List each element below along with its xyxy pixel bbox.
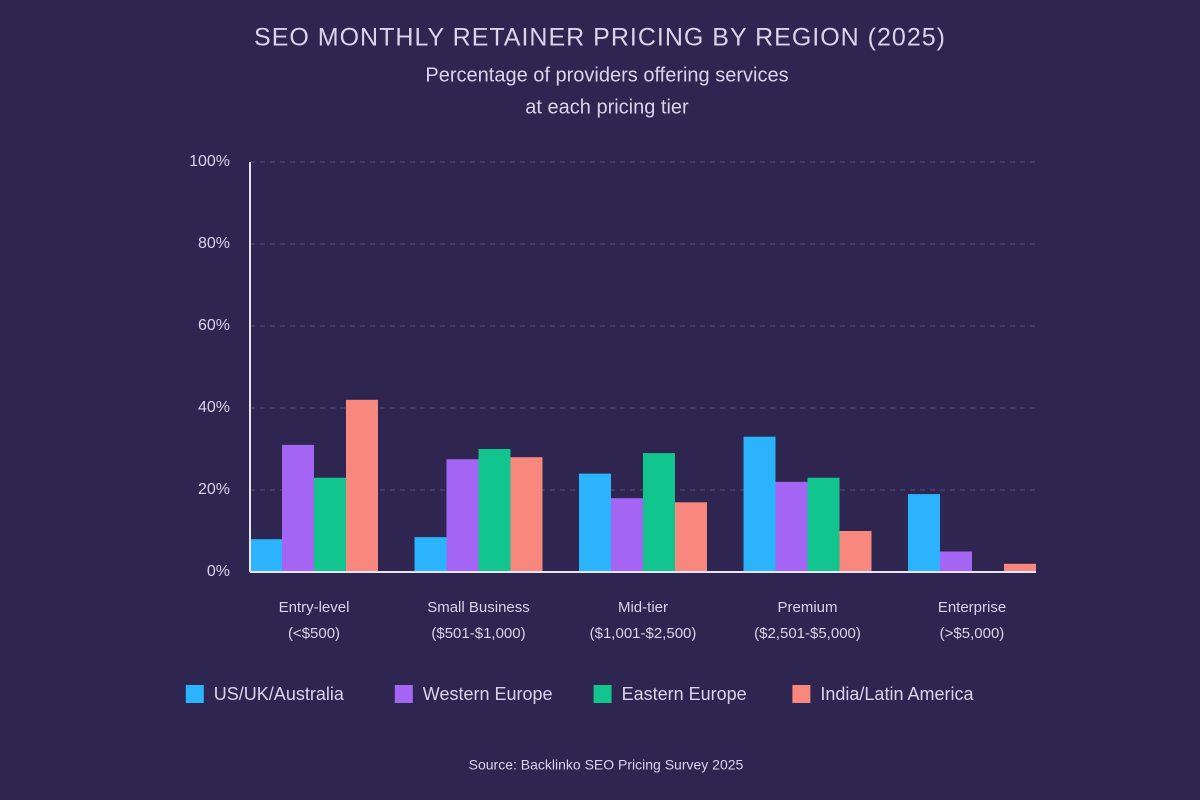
legend-swatch [394, 685, 413, 703]
x-tick-label: ($501-$1,000) [431, 625, 525, 642]
legend-label: Eastern Europe [622, 684, 747, 704]
bar [908, 494, 940, 572]
bar [675, 502, 707, 572]
x-tick-label: (<$500) [288, 625, 340, 642]
bar [250, 539, 282, 572]
legend-label: US/UK/Australia [214, 684, 345, 704]
bar [446, 459, 479, 572]
bar [775, 481, 808, 572]
bar [643, 453, 675, 572]
x-tick-label: ($1,001-$2,500) [590, 625, 697, 642]
x-tick-label: (>$5,000) [940, 625, 1005, 642]
chart-subtitle: at each pricing tier [525, 96, 689, 118]
bar [346, 399, 378, 572]
chart-subtitle: Percentage of providers offering service… [425, 64, 788, 86]
x-tick-label: Entry-level [279, 599, 350, 616]
x-tick-label: Mid-tier [618, 599, 668, 616]
legend-label: India/Latin America [820, 684, 974, 704]
bar [611, 498, 643, 572]
y-tick-label: 60% [198, 317, 230, 334]
y-tick-label: 0% [207, 563, 230, 580]
x-tick-label: ($2,501-$5,000) [754, 625, 861, 642]
bar [510, 457, 543, 572]
source-note: Source: Backlinko SEO Pricing Survey 202… [469, 757, 744, 773]
x-tick-label: Small Business [427, 599, 530, 616]
y-tick-label: 100% [189, 153, 230, 170]
y-tick-label: 80% [198, 235, 230, 252]
bar [743, 436, 776, 572]
bar [839, 531, 872, 572]
y-tick-label: 20% [198, 481, 230, 498]
legend-swatch [593, 685, 612, 703]
bar [314, 477, 346, 572]
y-tick-label: 40% [198, 399, 230, 416]
bar [579, 473, 611, 572]
bar [282, 444, 314, 572]
x-tick-label: Enterprise [938, 599, 1006, 616]
bar [414, 537, 447, 572]
chart-title: SEO MONTHLY RETAINER PRICING BY REGION (… [254, 24, 946, 52]
legend-label: Western Europe [423, 684, 553, 704]
bar [478, 449, 511, 572]
bar [807, 477, 840, 572]
legend-swatch [185, 685, 204, 703]
bar [1004, 563, 1036, 572]
bar [940, 551, 972, 572]
legend-swatch [792, 685, 811, 703]
x-tick-label: Premium [777, 599, 837, 616]
